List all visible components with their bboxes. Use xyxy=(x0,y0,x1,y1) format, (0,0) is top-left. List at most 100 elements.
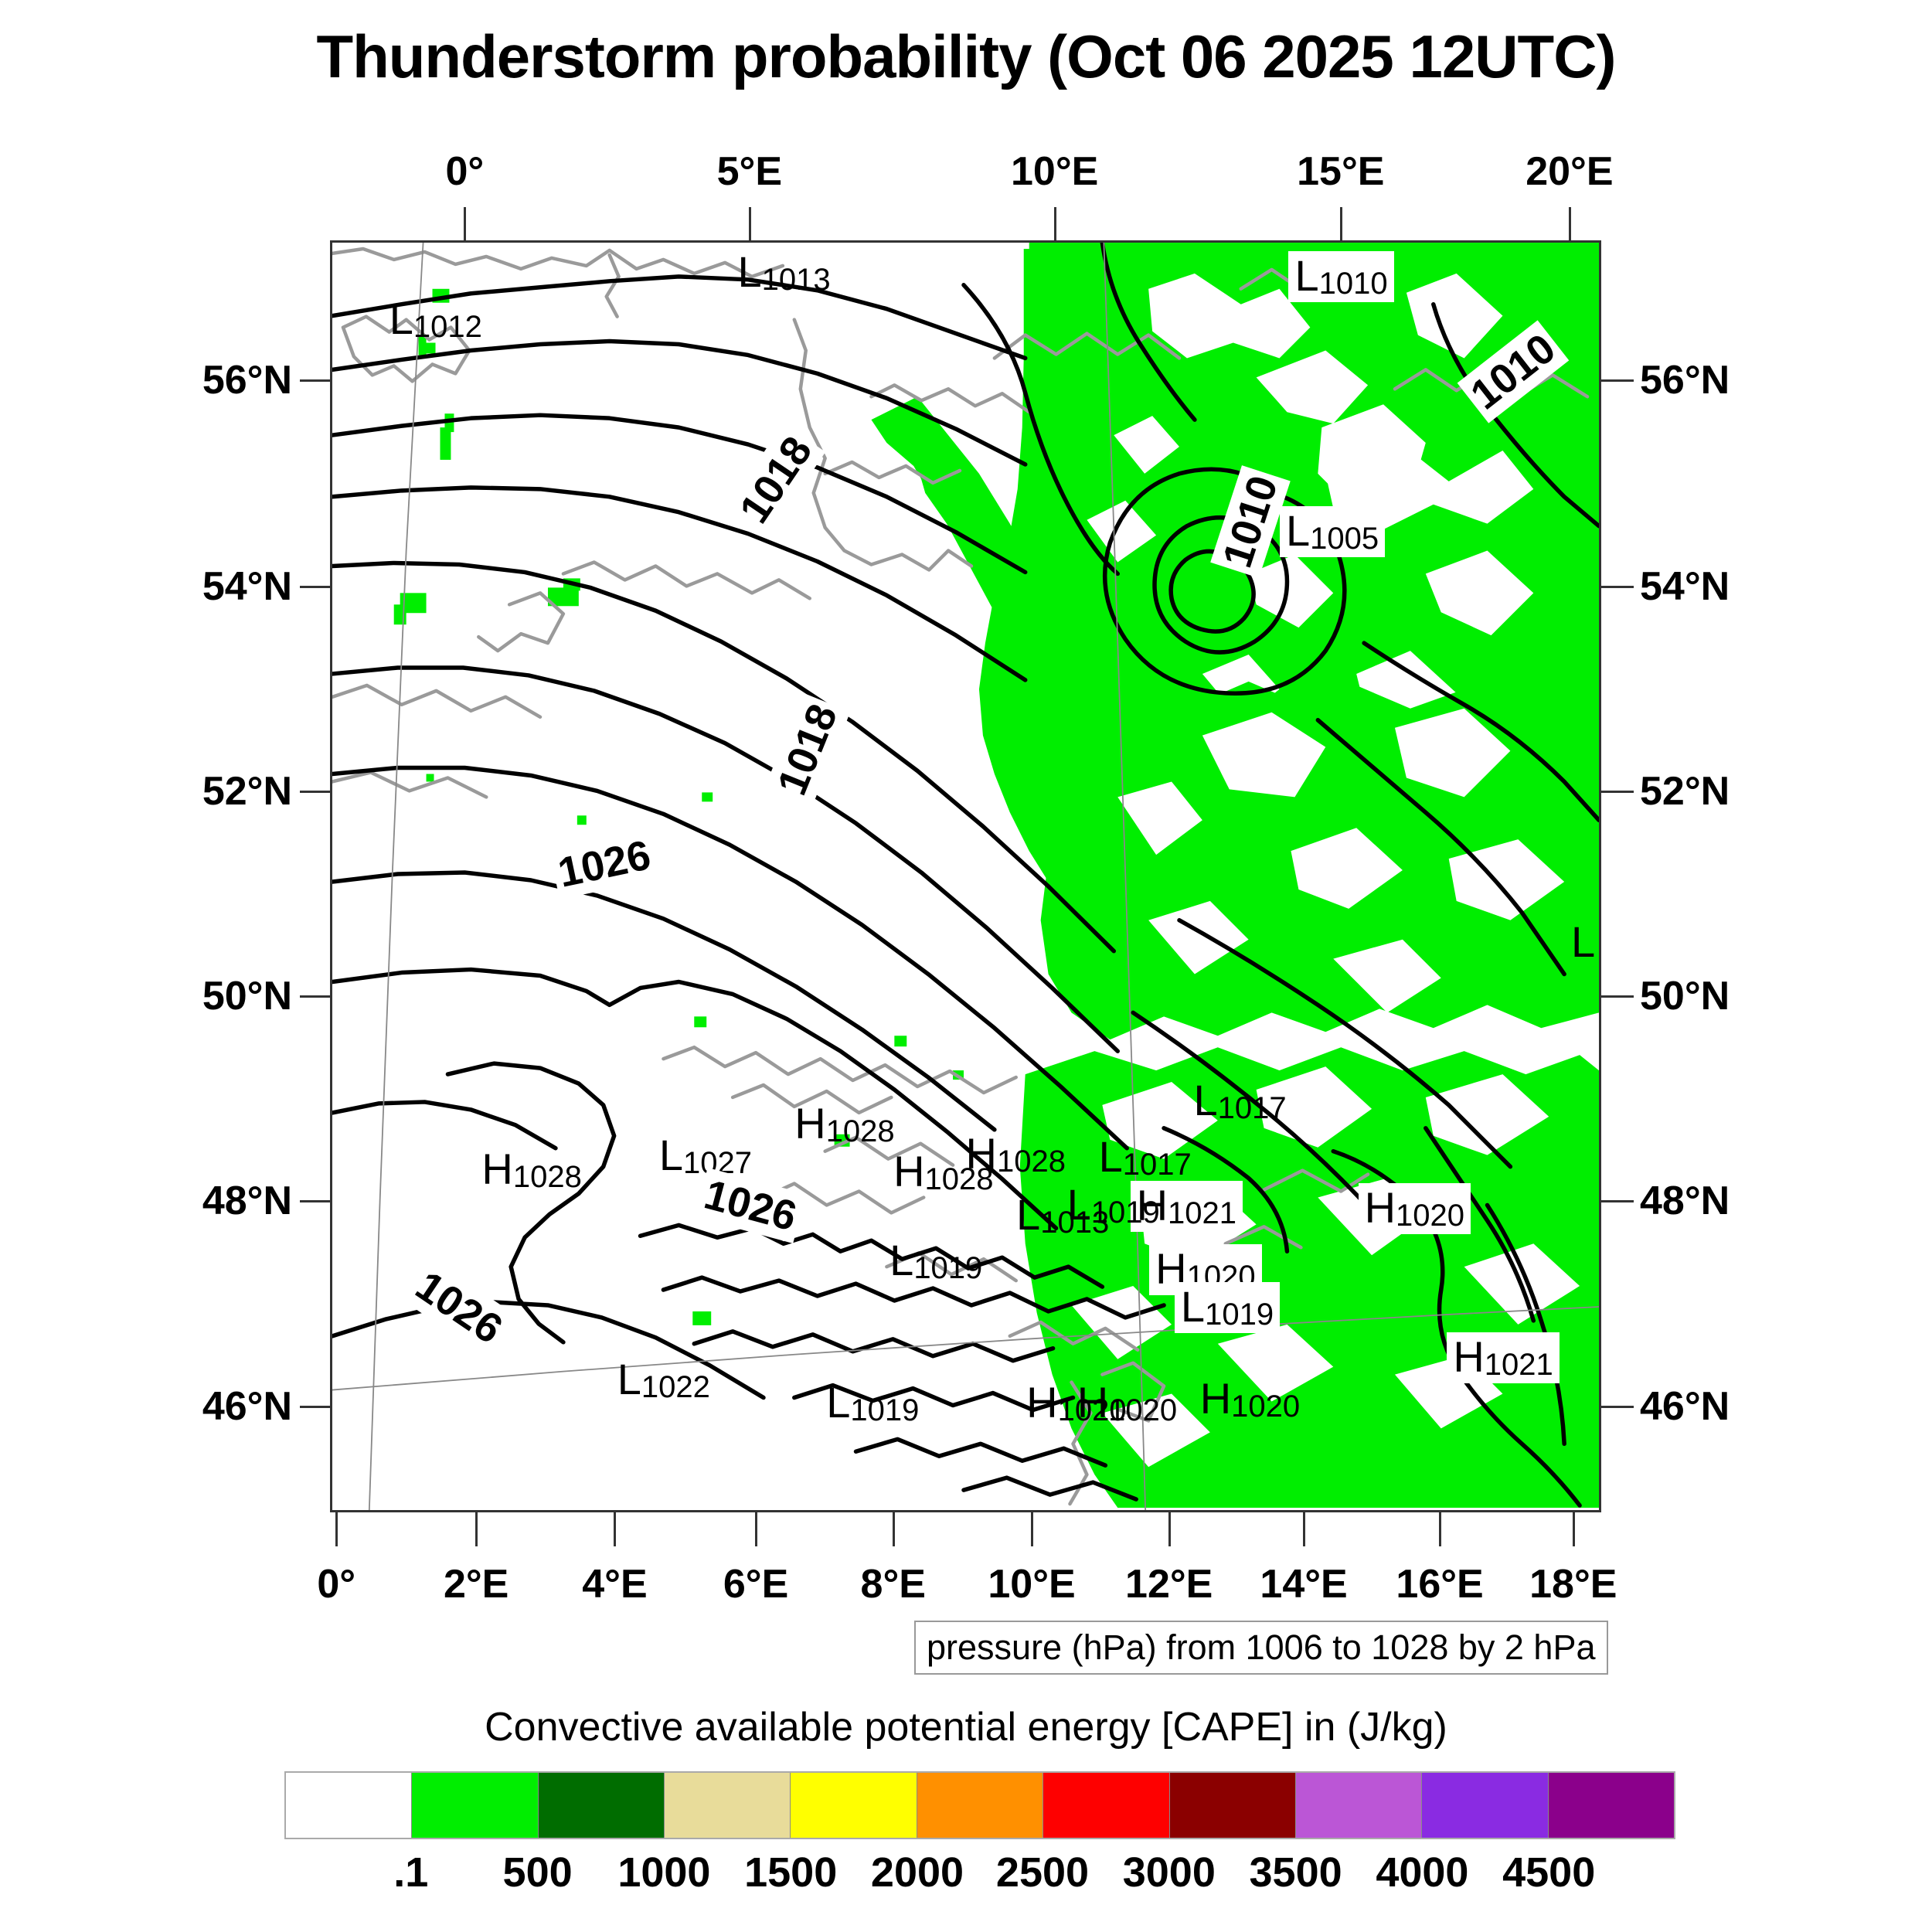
pressure-centre-l-11: L1017 xyxy=(1098,1131,1192,1182)
axis-tick xyxy=(892,1512,895,1546)
colorbar-tick-5: 2500 xyxy=(995,1849,1090,1896)
pressure-centre-h-24: H1020 xyxy=(1077,1380,1178,1427)
colorbar-cell-2[interactable] xyxy=(538,1773,665,1838)
cape-colorbar[interactable] xyxy=(284,1771,1675,1839)
left-axis-label-5: 46°N xyxy=(202,1384,292,1430)
pressure-centre-value: 1005 xyxy=(1310,522,1379,556)
pressure-centre-value: 1020 xyxy=(1231,1389,1301,1423)
axis-tick xyxy=(1601,995,1634,998)
pressure-centre-l-4: L xyxy=(1571,920,1595,964)
pressure-centre-l-7: L1027 xyxy=(658,1130,752,1179)
right-axis-label-3: 50°N xyxy=(1640,973,1730,1019)
pressure-centre-type: L xyxy=(1066,1179,1091,1229)
axis-tick xyxy=(614,1512,617,1546)
pressure-centre-h-6: H1028 xyxy=(481,1144,581,1193)
axis-tick xyxy=(1601,790,1634,793)
pressure-centre-value: 1012 xyxy=(413,309,482,344)
pressure-centre-type: H xyxy=(1453,1332,1485,1382)
left-axis-label-2: 52°N xyxy=(202,768,292,814)
pressure-centre-type: L xyxy=(737,247,762,296)
pressure-centre-value: 1013 xyxy=(761,262,831,297)
axis-tick xyxy=(748,207,751,241)
pressure-centre-value: 1021 xyxy=(1484,1348,1553,1383)
colorbar-cell-9[interactable] xyxy=(1422,1773,1549,1838)
pressure-centre-h-9: H1028 xyxy=(893,1147,993,1196)
axis-tick xyxy=(300,995,332,998)
pressure-centre-value: 1019 xyxy=(1090,1195,1160,1230)
pressure-centre-l-0: L1012 xyxy=(389,297,482,344)
colorbar-caption: Convective available potential energy [C… xyxy=(485,1705,1447,1750)
axis-tick xyxy=(1601,1406,1634,1409)
bottom-axis-label-4: 8°E xyxy=(860,1562,926,1607)
bottom-axis-label-3: 6°E xyxy=(723,1562,789,1607)
pressure-centre-type: L xyxy=(658,1130,684,1179)
bottom-axis-label-6: 12°E xyxy=(1125,1562,1213,1607)
pressure-centre-l-2: L1010 xyxy=(1288,251,1394,303)
colorbar-cell-4[interactable] xyxy=(791,1773,917,1838)
graticule-layer xyxy=(332,243,1599,1510)
pressure-centre-type: H xyxy=(1136,1180,1168,1230)
colorbar-cell-0[interactable] xyxy=(286,1773,413,1838)
colorbar-tick-3: 1500 xyxy=(744,1849,838,1896)
pressure-centre-l-5: L1017 xyxy=(1194,1079,1287,1124)
pressure-centre-type: L xyxy=(1285,506,1311,556)
pressure-centre-l-3: L1005 xyxy=(1279,506,1386,558)
pressure-centre-type: L xyxy=(617,1355,641,1404)
bottom-axis-label-9: 18°E xyxy=(1529,1562,1617,1607)
pressure-centre-value: 1028 xyxy=(825,1114,895,1148)
pressure-centre-l-1: L1013 xyxy=(737,250,830,295)
pressure-centre-h-22: H1020 xyxy=(1200,1376,1301,1423)
axis-tick xyxy=(300,585,332,588)
pressure-centre-type: H xyxy=(1026,1377,1058,1427)
pressure-centre-type: L xyxy=(1016,1190,1041,1239)
right-axis-label-2: 52°N xyxy=(1640,768,1730,814)
axis-tick xyxy=(755,1512,758,1546)
pressure-centre-value: 1019 xyxy=(850,1393,920,1427)
colorbar-cell-7[interactable] xyxy=(1169,1773,1296,1838)
right-axis-label-1: 54°N xyxy=(1640,563,1730,609)
bottom-axis-label-5: 10°E xyxy=(988,1562,1076,1607)
colorbar-cell-8[interactable] xyxy=(1295,1773,1423,1838)
colorbar-tick-1: 500 xyxy=(502,1849,573,1896)
colorbar-tick-9: 4500 xyxy=(1502,1849,1596,1896)
left-axis-label-0: 56°N xyxy=(202,358,292,403)
bottom-axis-label-0: 0° xyxy=(317,1562,356,1607)
top-axis-label-2: 10°E xyxy=(1010,149,1099,194)
map-plot-area[interactable]: L1012 L1013 L1010 L1005 L L1017 H1028 L1027 H102… xyxy=(330,240,1601,1512)
top-axis-label-4: 20°E xyxy=(1526,149,1614,194)
pressure-centre-value: 1028 xyxy=(996,1145,1066,1179)
colorbar-cell-3[interactable] xyxy=(665,1773,791,1838)
top-axis-label-3: 15°E xyxy=(1297,149,1385,194)
top-axis-label-0: 0° xyxy=(445,149,485,194)
pressure-centre-type: H xyxy=(481,1144,513,1193)
bottom-axis-label-7: 14°E xyxy=(1260,1562,1348,1607)
axis-tick xyxy=(1601,585,1634,588)
pressure-centre-value: 1020 xyxy=(1108,1393,1178,1427)
pressure-centre-h-19: H1021 xyxy=(1447,1332,1560,1384)
pressure-centre-value: 1017 xyxy=(1122,1147,1192,1182)
pressure-centre-type: L xyxy=(1098,1131,1123,1181)
colorbar-cell-5[interactable] xyxy=(917,1773,1044,1838)
colorbar-cell-10[interactable] xyxy=(1548,1773,1674,1838)
pressure-centre-type: H xyxy=(965,1129,997,1179)
colorbar-tick-8: 4000 xyxy=(1376,1849,1469,1896)
colorbar-cell-1[interactable] xyxy=(412,1773,539,1838)
pressure-centre-l-13: L1019 xyxy=(1066,1179,1160,1230)
isobar-layer xyxy=(332,243,1599,1508)
pressure-centre-l-14: L1013 xyxy=(1016,1190,1109,1239)
bottom-axis-label-8: 16°E xyxy=(1396,1562,1484,1607)
colorbar-cell-6[interactable] xyxy=(1043,1773,1170,1838)
colorbar-tick-7: 3500 xyxy=(1249,1849,1342,1896)
axis-tick xyxy=(475,1512,478,1546)
pressure-centre-value: 1019 xyxy=(1205,1297,1274,1332)
pressure-centre-type: H xyxy=(893,1147,925,1196)
pressure-centre-value: 1022 xyxy=(641,1370,710,1405)
pressure-centre-h-23: H1020 xyxy=(1026,1377,1126,1427)
pressure-centre-l-20: L1022 xyxy=(617,1358,710,1403)
map-canvas xyxy=(332,243,1599,1510)
axis-tick xyxy=(464,207,467,241)
axis-tick xyxy=(1168,1512,1171,1546)
colorbar-tick-4: 2000 xyxy=(870,1849,964,1896)
axis-tick xyxy=(1601,379,1634,383)
pressure-centre-type: L xyxy=(1570,917,1596,967)
